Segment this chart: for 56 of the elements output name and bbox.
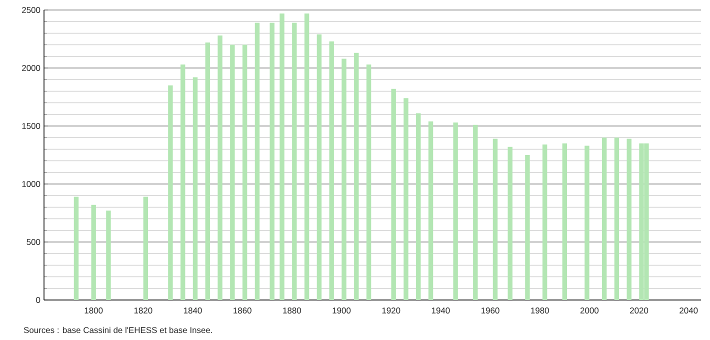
bar [525, 155, 530, 300]
bar [329, 41, 334, 300]
bar [205, 42, 210, 300]
bar [106, 210, 111, 300]
bar [614, 138, 620, 300]
x-tick-label: 1820 [134, 308, 152, 314]
y-tick-label: 1500 [22, 123, 40, 129]
x-tick-label: 2040 [680, 308, 698, 314]
bar [180, 64, 186, 300]
x-tick-label: 1940 [432, 308, 450, 314]
bar [230, 44, 235, 300]
x-tick-label: 1880 [283, 308, 302, 314]
bar [242, 44, 248, 300]
bar [74, 196, 79, 300]
bar [218, 36, 222, 300]
bar [366, 64, 372, 300]
bar [316, 34, 322, 300]
bar [626, 138, 632, 300]
bar [542, 144, 548, 300]
x-tick-label: 1980 [531, 308, 549, 314]
y-tick-label: 500 [26, 239, 40, 245]
bar [280, 13, 284, 300]
y-tick-label: 1000 [22, 181, 40, 187]
bar [508, 146, 512, 300]
y-tick-label: 0 [36, 297, 40, 303]
bar [168, 85, 173, 300]
x-tick-label: 1920 [382, 308, 400, 314]
bar [473, 124, 478, 300]
x-tick-label: 1840 [184, 308, 202, 314]
bar [404, 98, 408, 300]
y-tick-label: 2000 [22, 65, 40, 71]
bar [492, 138, 498, 300]
x-tick-label: 1800 [84, 308, 103, 314]
bar [453, 122, 458, 300]
x-tick-label: 1900 [332, 308, 351, 314]
bar [143, 196, 148, 300]
x-tick-label: 2000 [580, 308, 599, 314]
bar [602, 138, 607, 300]
bar [391, 88, 396, 300]
bar [354, 52, 359, 300]
bar [91, 204, 96, 300]
bar [416, 113, 421, 300]
bar [562, 143, 568, 300]
x-tick-label: 1960 [481, 308, 500, 314]
x-tick-label: 1860 [234, 308, 252, 314]
bar [292, 22, 297, 300]
y-tick-label: 2500 [22, 7, 40, 13]
bar [304, 13, 310, 300]
bar [428, 121, 434, 300]
source-note: Sources : base Cassini de l'EHESS et base Insee. [24, 326, 212, 334]
bar [342, 58, 346, 300]
bar [254, 22, 260, 300]
bar [192, 77, 198, 300]
bar [584, 146, 590, 300]
x-tick-label: 2020 [630, 308, 648, 314]
bar [270, 22, 274, 300]
